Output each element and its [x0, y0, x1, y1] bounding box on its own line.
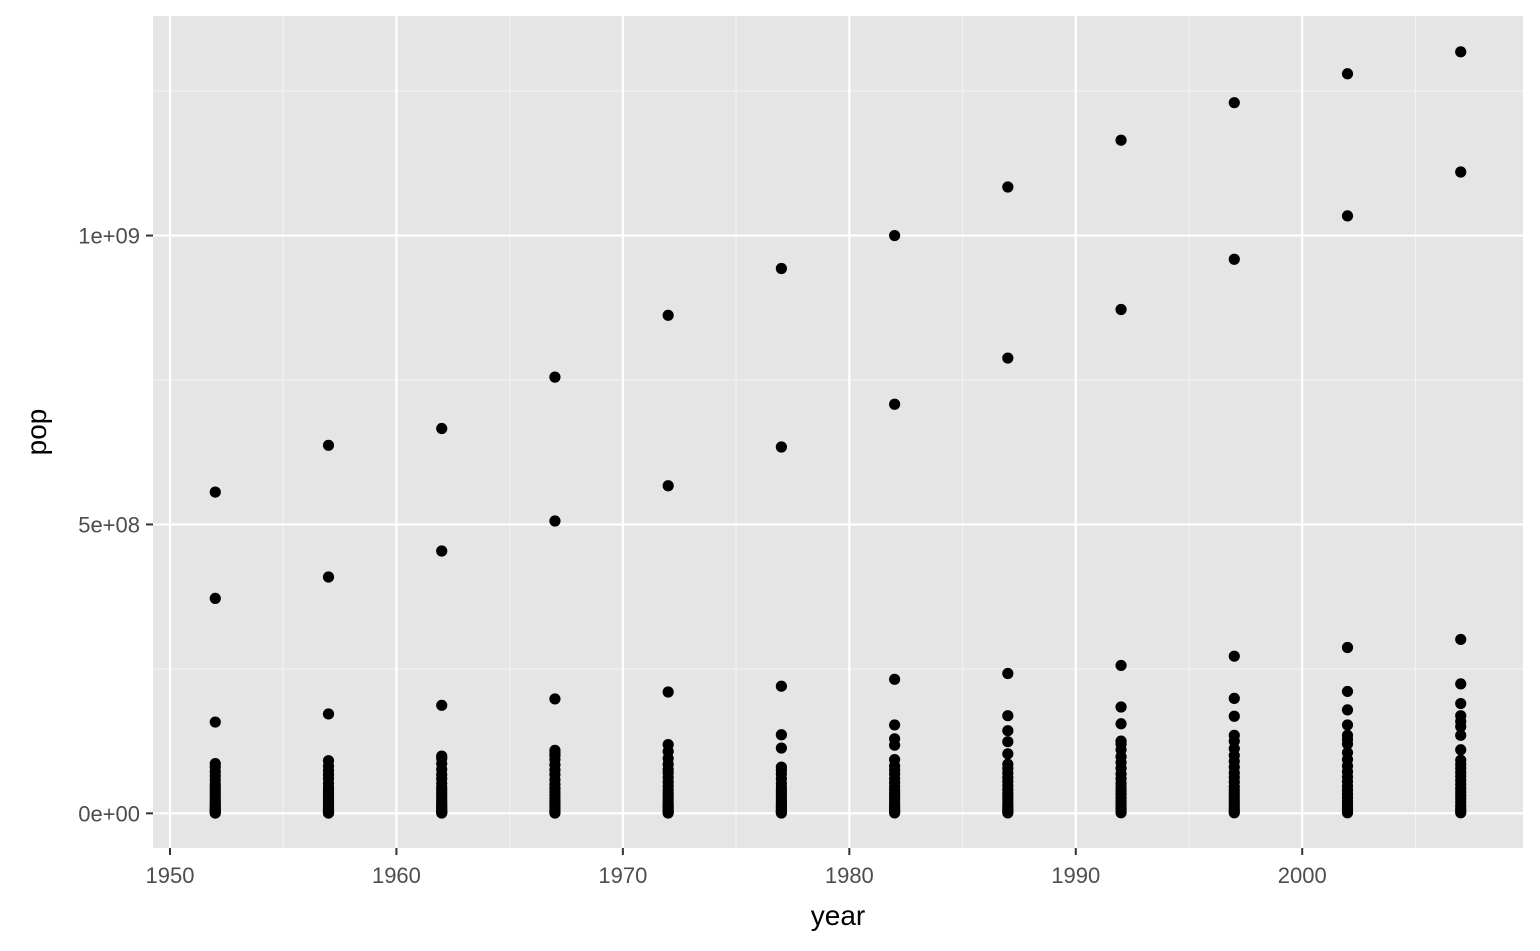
data-point [322, 807, 335, 819]
data-point [1228, 710, 1240, 722]
data-point [1341, 704, 1354, 716]
data-point [549, 371, 561, 383]
data-point [209, 486, 221, 498]
data-point [775, 807, 787, 819]
x-tick-label: 1960 [372, 863, 421, 888]
data-point [322, 571, 335, 583]
data-point [549, 693, 561, 705]
data-point [209, 807, 221, 819]
data-point [1455, 697, 1467, 710]
data-point [1341, 68, 1354, 80]
data-point [1455, 721, 1467, 733]
data-point [662, 309, 674, 321]
data-point [889, 398, 901, 410]
data-point [1455, 678, 1467, 690]
minor-gridlines [153, 16, 1523, 848]
data-point [889, 719, 901, 731]
data-point [662, 807, 674, 819]
data-point [775, 742, 787, 754]
data-point [889, 807, 901, 819]
x-tick-label: 1950 [146, 863, 195, 888]
data-point [436, 422, 448, 435]
y-axis-tick-labels: 0e+00 5e+08 1e+09 [78, 224, 140, 827]
x-tick-label: 2000 [1278, 863, 1327, 888]
data-point [1002, 710, 1014, 722]
data-point [1002, 725, 1014, 737]
data-point [889, 673, 901, 685]
data-point [1455, 729, 1467, 741]
data-point [1341, 719, 1354, 731]
data-point [1002, 807, 1014, 819]
data-point [1341, 807, 1354, 819]
data-point [436, 807, 448, 819]
data-points [209, 46, 1467, 819]
data-point [436, 545, 448, 557]
major-gridlines [153, 16, 1523, 848]
data-point [1115, 134, 1127, 146]
data-point [1115, 718, 1127, 730]
data-point [322, 439, 335, 451]
data-point [549, 515, 561, 527]
data-point [775, 441, 787, 453]
data-point [1115, 659, 1127, 672]
data-point [1455, 744, 1467, 756]
data-point [549, 807, 561, 819]
data-point [1002, 667, 1014, 680]
data-point [1115, 303, 1127, 316]
data-point [889, 739, 901, 751]
y-tick-label: 0e+00 [78, 801, 140, 826]
data-point [1341, 210, 1354, 222]
y-tick-label: 1e+09 [78, 224, 140, 249]
data-point [1341, 641, 1354, 654]
data-point [1455, 633, 1467, 646]
data-point [1455, 46, 1467, 58]
data-point [1002, 181, 1014, 193]
data-point [1002, 736, 1014, 748]
x-tick-label: 1980 [825, 863, 874, 888]
data-point [662, 686, 674, 698]
data-point [209, 716, 221, 728]
data-point [889, 229, 901, 242]
data-point [1341, 685, 1354, 698]
data-point [775, 680, 787, 692]
y-axis-title: pop [21, 409, 52, 456]
axis-ticks [146, 234, 1304, 855]
data-point [1228, 253, 1240, 265]
x-axis-title: year [811, 900, 865, 931]
data-point [662, 480, 674, 492]
x-tick-label: 1990 [1051, 863, 1100, 888]
data-point [209, 592, 221, 605]
data-point [322, 708, 335, 720]
data-point [1228, 807, 1240, 819]
data-point [1455, 166, 1467, 178]
data-point [1115, 701, 1127, 713]
plot-panel [153, 16, 1523, 848]
data-point [1002, 748, 1014, 760]
data-point [1115, 807, 1127, 819]
data-point [1455, 807, 1467, 819]
data-point [1002, 352, 1014, 364]
x-tick-label: 1970 [598, 863, 647, 888]
data-point [1228, 650, 1240, 662]
data-point [775, 729, 787, 741]
data-point [1228, 97, 1240, 109]
data-point [1228, 692, 1240, 704]
x-axis-tick-labels: 1950 1960 1970 1980 1990 2000 [146, 863, 1327, 888]
data-point [775, 262, 787, 275]
data-point [436, 699, 448, 711]
data-point [1341, 738, 1354, 750]
y-tick-label: 5e+08 [78, 512, 140, 537]
